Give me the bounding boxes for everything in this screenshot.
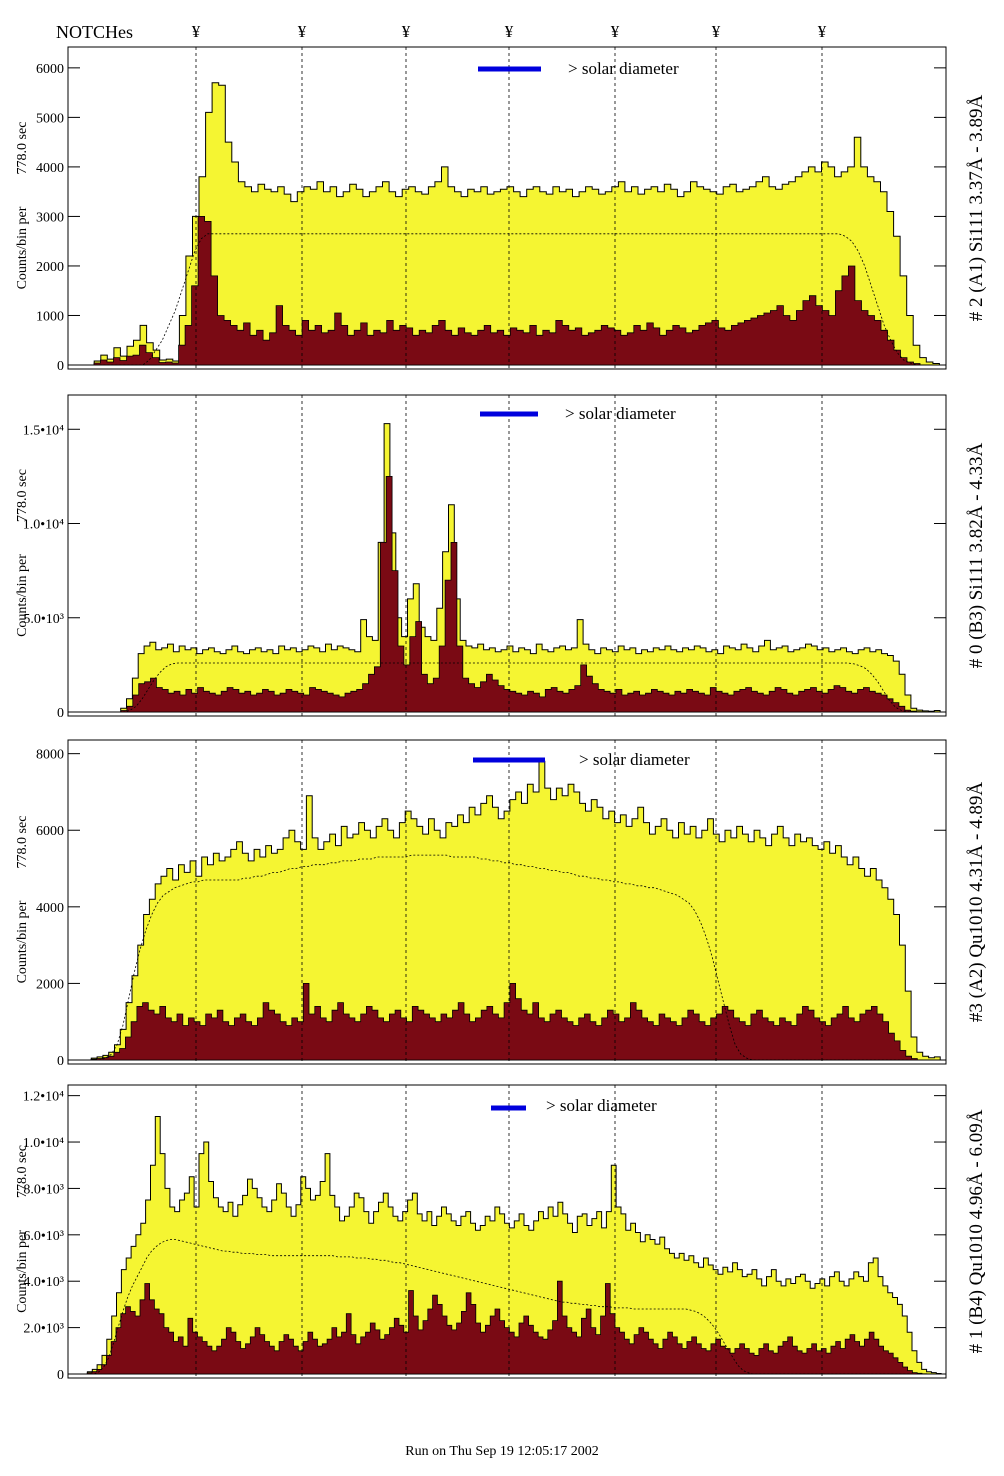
series-flare-area bbox=[68, 983, 946, 1061]
series-flare-area bbox=[68, 476, 946, 713]
chart-panel-2: 0 2000 4000 6000 8000 Counts/bin per 778.0 sec… bbox=[15, 739, 987, 1069]
y-tick-label: 0 bbox=[57, 1368, 64, 1383]
y-tick-label: 2.0•10³ bbox=[23, 1322, 64, 1337]
panel-title: #3 (A2) Qu1010 4.31Å - 4.89Å bbox=[966, 782, 987, 1022]
y-tick-label: 0 bbox=[57, 359, 64, 374]
y-axis-label: Counts/bin per bbox=[15, 206, 30, 289]
y-axis-label: Counts/bin per bbox=[15, 900, 30, 983]
y-axis-label-duration: 778.0 sec bbox=[15, 469, 30, 522]
y-tick-label: 1.0•10⁴ bbox=[23, 518, 64, 533]
y-tick-label: 1000 bbox=[36, 309, 64, 324]
notch-marker: ¥ bbox=[298, 22, 307, 41]
y-tick-label: 2000 bbox=[36, 977, 64, 992]
y-tick-label: 2000 bbox=[36, 260, 64, 275]
legend-text: > solar diameter bbox=[565, 404, 676, 423]
notch-marker: ¥ bbox=[818, 22, 827, 41]
legend-text: > solar diameter bbox=[568, 59, 679, 78]
notches-label: NOTCHes bbox=[56, 22, 133, 42]
series-average-line bbox=[71, 233, 943, 366]
y-axis-label: Counts/bin per bbox=[15, 554, 30, 637]
notch-marker: ¥ bbox=[402, 22, 411, 41]
y-tick-label: 0 bbox=[57, 706, 64, 721]
series-total-area bbox=[68, 760, 946, 1061]
series-average-line bbox=[71, 662, 943, 713]
chart-panel-3: 0 2.0•10³ 4.0•10³ 6.0•10³ 8.0•10³ 1.0•10⁴ 1.2•… bbox=[15, 1084, 987, 1383]
y-tick-label: 1.0•10⁴ bbox=[23, 1136, 64, 1151]
panel-title: # 0 (B3) Si111 3.82Å - 4.33Å bbox=[966, 442, 987, 668]
y-axis-label-duration: 778.0 sec bbox=[15, 1145, 30, 1198]
y-tick-label: 8000 bbox=[36, 748, 64, 763]
y-tick-label: 5.0•10³ bbox=[23, 612, 64, 627]
y-tick-label: 6.0•10³ bbox=[23, 1229, 64, 1244]
notch-marker: ¥ bbox=[505, 22, 514, 41]
y-tick-label: 5000 bbox=[36, 111, 64, 126]
legend-text: > solar diameter bbox=[579, 750, 690, 769]
chart-panel-1: 0 5.0•10³ 1.0•10⁴ 1.5•10⁴ Counts/bin per 778.… bbox=[15, 394, 987, 721]
panel-title: # 2 (A1) Si111 3.37Å - 3.89Å bbox=[966, 94, 987, 321]
y-axis-label: Counts/bin per bbox=[15, 1230, 30, 1313]
y-tick-label: 4.0•10³ bbox=[23, 1275, 64, 1290]
y-axis-label-duration: 778.0 sec bbox=[15, 816, 30, 869]
y-tick-label: 4000 bbox=[36, 161, 64, 176]
panel-title: # 1 (B4) Qu1010 4.96Å - 6.09Å bbox=[966, 1109, 987, 1353]
series-flare-area bbox=[68, 216, 946, 366]
y-tick-label: 0 bbox=[57, 1054, 64, 1069]
y-axis-label-duration: 778.0 sec bbox=[15, 122, 30, 175]
y-tick-label: 6000 bbox=[36, 62, 64, 77]
legend-text: > solar diameter bbox=[546, 1096, 657, 1115]
y-tick-label: 1.2•10⁴ bbox=[23, 1090, 64, 1105]
run-timestamp: Run on Thu Sep 19 12:05:17 2002 bbox=[405, 1444, 599, 1459]
y-tick-label: 4000 bbox=[36, 901, 64, 916]
y-tick-label: 3000 bbox=[36, 210, 64, 225]
notch-marker: ¥ bbox=[192, 22, 201, 41]
y-tick-label: 8.0•10³ bbox=[23, 1182, 64, 1197]
series-total-area bbox=[68, 82, 946, 366]
notch-marker: ¥ bbox=[712, 22, 721, 41]
y-tick-label: 6000 bbox=[36, 824, 64, 839]
series-total-area bbox=[68, 1116, 946, 1375]
chart-panel-0: 0 1000 2000 3000 4000 5000 6000 Counts/bin per 7… bbox=[15, 46, 987, 374]
notch-marker: ¥ bbox=[611, 22, 620, 41]
y-tick-label: 1.5•10⁴ bbox=[23, 423, 64, 438]
